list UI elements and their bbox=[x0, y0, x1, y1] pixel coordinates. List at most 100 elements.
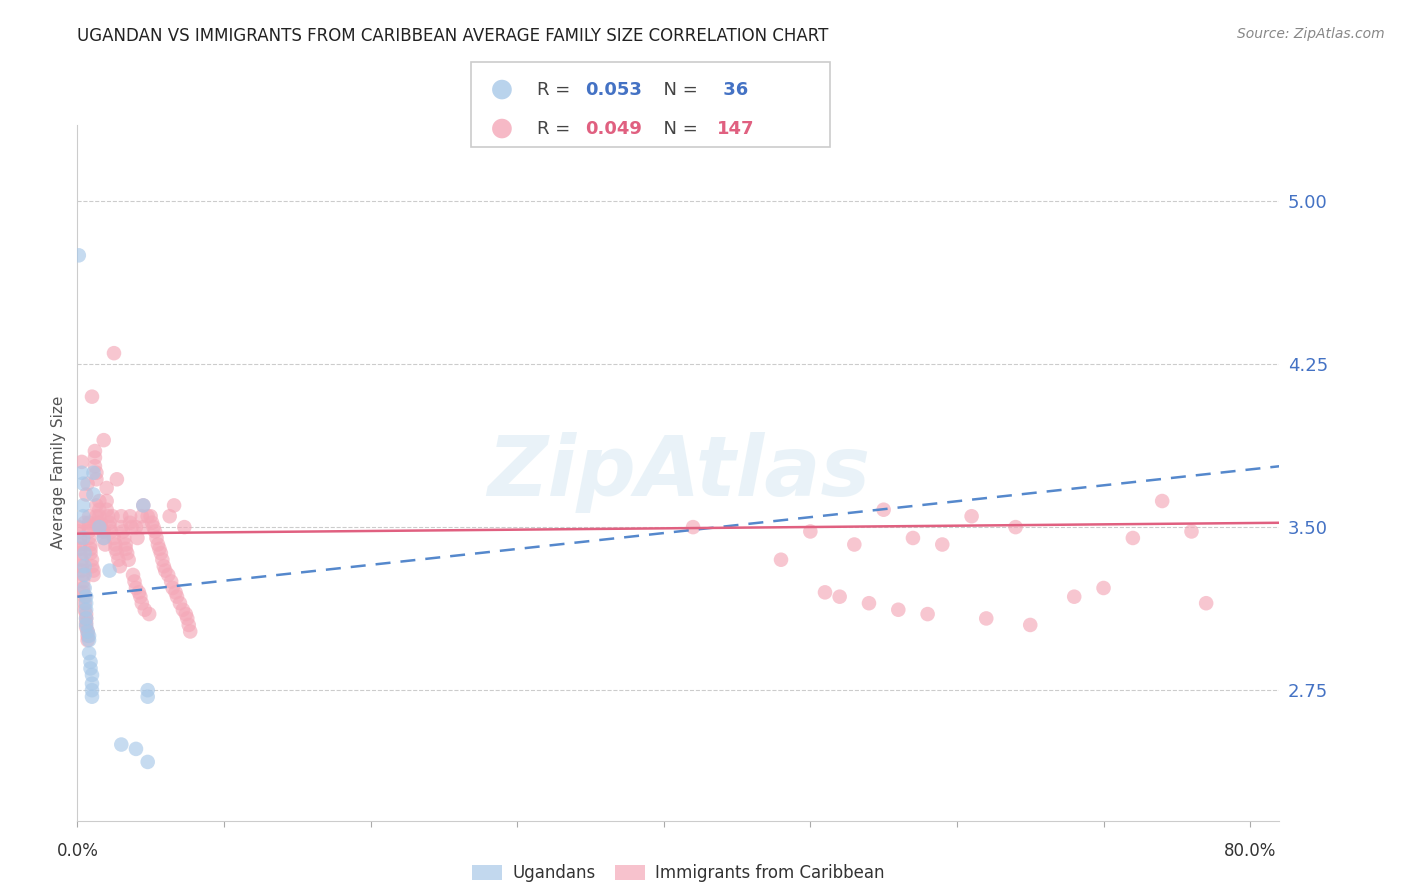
Point bbox=[87, 516, 110, 530]
Point bbox=[1063, 590, 1085, 604]
Point bbox=[67, 524, 90, 539]
Point bbox=[77, 520, 100, 534]
Point bbox=[155, 564, 177, 578]
Point bbox=[73, 581, 96, 595]
Point bbox=[72, 499, 94, 513]
Point bbox=[136, 509, 159, 524]
Point bbox=[129, 590, 152, 604]
Point bbox=[84, 459, 107, 474]
Point bbox=[82, 564, 104, 578]
Point bbox=[115, 546, 138, 560]
Point bbox=[75, 603, 97, 617]
Point bbox=[145, 531, 167, 545]
Text: R =: R = bbox=[537, 120, 576, 137]
Point bbox=[769, 552, 792, 567]
Point bbox=[131, 596, 153, 610]
Point bbox=[75, 615, 97, 630]
Point bbox=[114, 541, 136, 556]
Point bbox=[73, 596, 96, 610]
Point bbox=[82, 487, 104, 501]
Text: N =: N = bbox=[652, 80, 704, 98]
Point bbox=[104, 537, 127, 551]
Point bbox=[150, 552, 173, 567]
Point bbox=[90, 516, 112, 530]
Point bbox=[1004, 520, 1026, 534]
Point bbox=[169, 596, 191, 610]
Point bbox=[146, 537, 169, 551]
Point bbox=[79, 546, 101, 560]
Point bbox=[84, 444, 107, 458]
Point bbox=[86, 509, 108, 524]
Point bbox=[125, 742, 148, 756]
Point bbox=[69, 541, 91, 556]
Point bbox=[94, 537, 117, 551]
Point bbox=[76, 476, 98, 491]
Point bbox=[77, 509, 100, 524]
Point bbox=[901, 531, 924, 545]
Point bbox=[138, 607, 160, 621]
Point bbox=[125, 581, 148, 595]
Point bbox=[1195, 596, 1218, 610]
Point bbox=[111, 524, 134, 539]
Point bbox=[82, 466, 104, 480]
Point bbox=[110, 509, 132, 524]
Point bbox=[1092, 581, 1115, 595]
Point bbox=[77, 516, 100, 530]
Point bbox=[153, 559, 176, 574]
Point bbox=[136, 690, 159, 704]
Point bbox=[70, 455, 93, 469]
Point bbox=[75, 607, 97, 621]
Y-axis label: Average Family Size: Average Family Size bbox=[51, 396, 66, 549]
Point bbox=[96, 502, 118, 516]
Point bbox=[72, 581, 94, 595]
Point bbox=[128, 585, 150, 599]
Point bbox=[122, 568, 145, 582]
Point bbox=[86, 466, 108, 480]
Point bbox=[70, 564, 93, 578]
Point bbox=[76, 624, 98, 639]
Point bbox=[67, 520, 90, 534]
Point bbox=[160, 574, 183, 589]
Point bbox=[70, 559, 93, 574]
Point bbox=[142, 520, 165, 534]
Point bbox=[87, 520, 110, 534]
Text: R =: R = bbox=[537, 80, 576, 98]
Point bbox=[77, 629, 100, 643]
Point bbox=[73, 590, 96, 604]
Point bbox=[132, 499, 155, 513]
Point bbox=[166, 590, 188, 604]
Point bbox=[75, 611, 97, 625]
Point bbox=[98, 520, 121, 534]
Point bbox=[124, 574, 146, 589]
Point bbox=[108, 559, 131, 574]
Text: 0.049: 0.049 bbox=[585, 120, 641, 137]
Point bbox=[80, 552, 103, 567]
Point bbox=[103, 531, 125, 545]
Point bbox=[931, 537, 953, 551]
Point bbox=[125, 520, 148, 534]
Text: 147: 147 bbox=[717, 120, 755, 137]
Point bbox=[84, 450, 107, 465]
Point bbox=[93, 433, 115, 447]
Point bbox=[67, 248, 90, 262]
Point bbox=[148, 541, 170, 556]
Point bbox=[90, 520, 112, 534]
Point bbox=[121, 520, 143, 534]
Point bbox=[828, 590, 851, 604]
Point bbox=[960, 509, 983, 524]
Point bbox=[72, 574, 94, 589]
Point bbox=[77, 646, 100, 660]
Point bbox=[80, 690, 103, 704]
Point bbox=[157, 568, 180, 582]
Point bbox=[93, 531, 115, 545]
Point bbox=[98, 564, 121, 578]
Point bbox=[1180, 524, 1202, 539]
Text: UGANDAN VS IMMIGRANTS FROM CARIBBEAN AVERAGE FAMILY SIZE CORRELATION CHART: UGANDAN VS IMMIGRANTS FROM CARIBBEAN AVE… bbox=[77, 27, 828, 45]
Point bbox=[76, 629, 98, 643]
Point bbox=[131, 509, 153, 524]
Point bbox=[79, 537, 101, 551]
Point bbox=[79, 541, 101, 556]
Point bbox=[149, 546, 172, 560]
Point bbox=[814, 585, 837, 599]
Point bbox=[91, 524, 114, 539]
